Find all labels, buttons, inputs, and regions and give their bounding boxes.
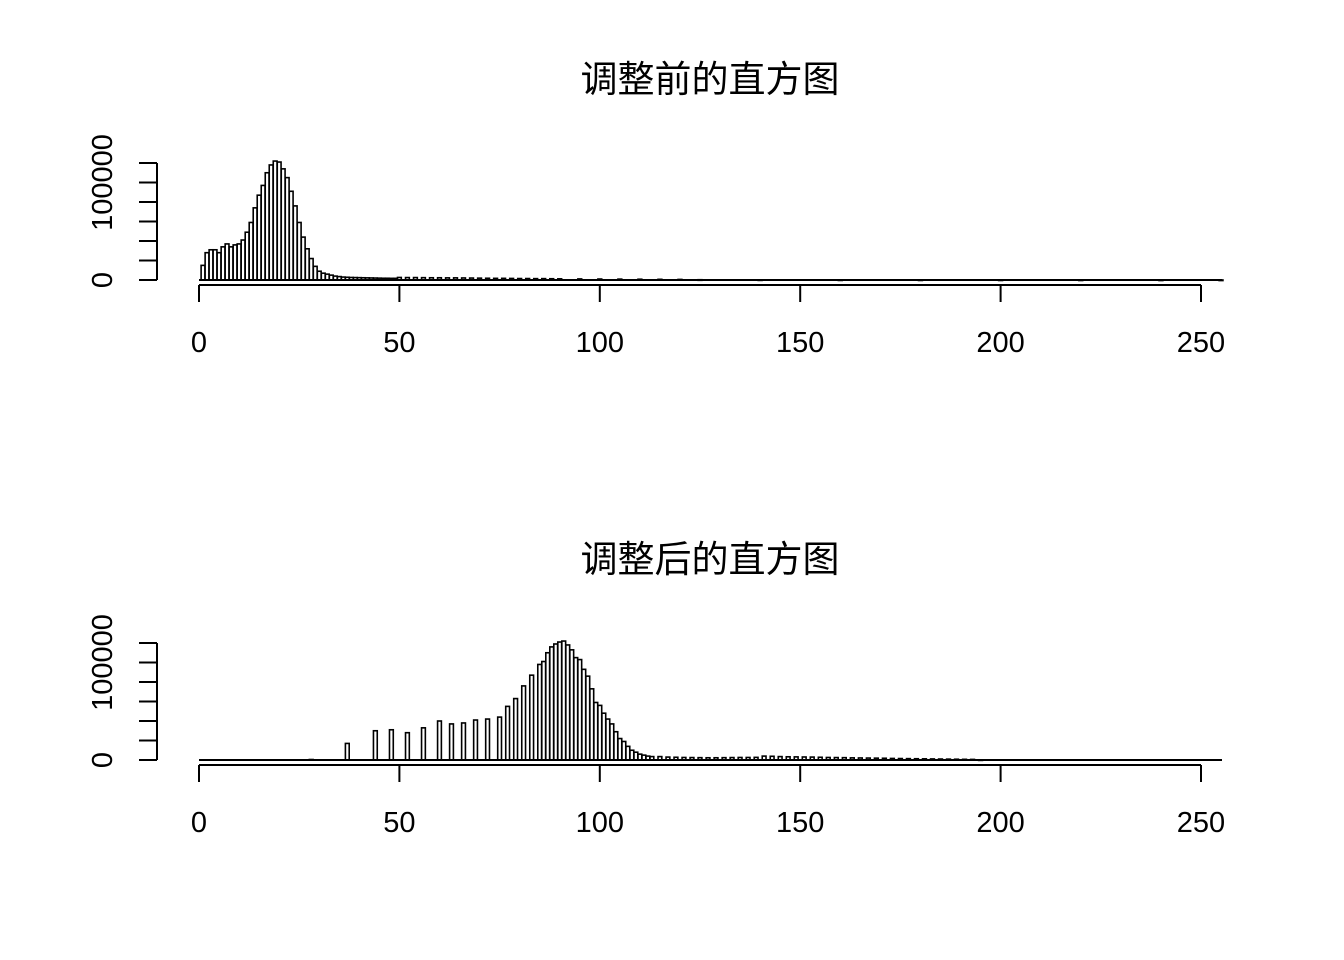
histogram-bar <box>512 697 519 761</box>
x-tick-label: 0 <box>191 807 207 839</box>
y-tick-label: 100000 <box>87 614 119 711</box>
histogram-bar <box>448 723 455 761</box>
x-tick-label: 150 <box>776 327 824 359</box>
y-tick-label: 0 <box>87 272 119 288</box>
histogram-bar <box>496 716 503 761</box>
histogram-bar <box>372 729 379 761</box>
x-tick-label: 0 <box>191 327 207 359</box>
x-tick-label: 150 <box>776 807 824 839</box>
histogram-bar <box>520 685 527 761</box>
x-tick-label: 100 <box>576 327 624 359</box>
chart-title: 调整后的直方图 <box>581 538 840 581</box>
histogram-bar <box>484 718 491 761</box>
chart-title: 调整前的直方图 <box>581 58 840 101</box>
histogram-bar <box>404 731 411 761</box>
y-tick-label: 0 <box>87 752 119 768</box>
x-tick-label: 50 <box>383 327 415 359</box>
x-tick-label: 200 <box>976 807 1024 839</box>
histogram-bar <box>528 674 535 761</box>
x-tick-label: 50 <box>383 807 415 839</box>
histogram-bar <box>420 727 427 761</box>
x-tick-label: 100 <box>576 807 624 839</box>
histogram-bar <box>436 720 443 761</box>
histogram-bar <box>460 722 467 761</box>
y-tick-label: 100000 <box>87 134 119 231</box>
x-tick-label: 250 <box>1177 807 1225 839</box>
histogram-bars <box>308 640 984 762</box>
histogram-bar <box>388 728 395 761</box>
histogram-bars <box>200 160 1224 282</box>
x-tick-label: 250 <box>1177 327 1225 359</box>
x-tick-label: 200 <box>976 327 1024 359</box>
histogram-bar <box>504 705 511 761</box>
histogram-bar <box>344 742 350 761</box>
histogram-after-panel: 调整后的直方图 0 50 100 150 200 250 0 100000 <box>87 538 1225 839</box>
histogram-before-panel: 调整前的直方图 0 50 100 150 200 250 0 100000 <box>87 58 1225 359</box>
histogram-bar <box>472 719 479 761</box>
